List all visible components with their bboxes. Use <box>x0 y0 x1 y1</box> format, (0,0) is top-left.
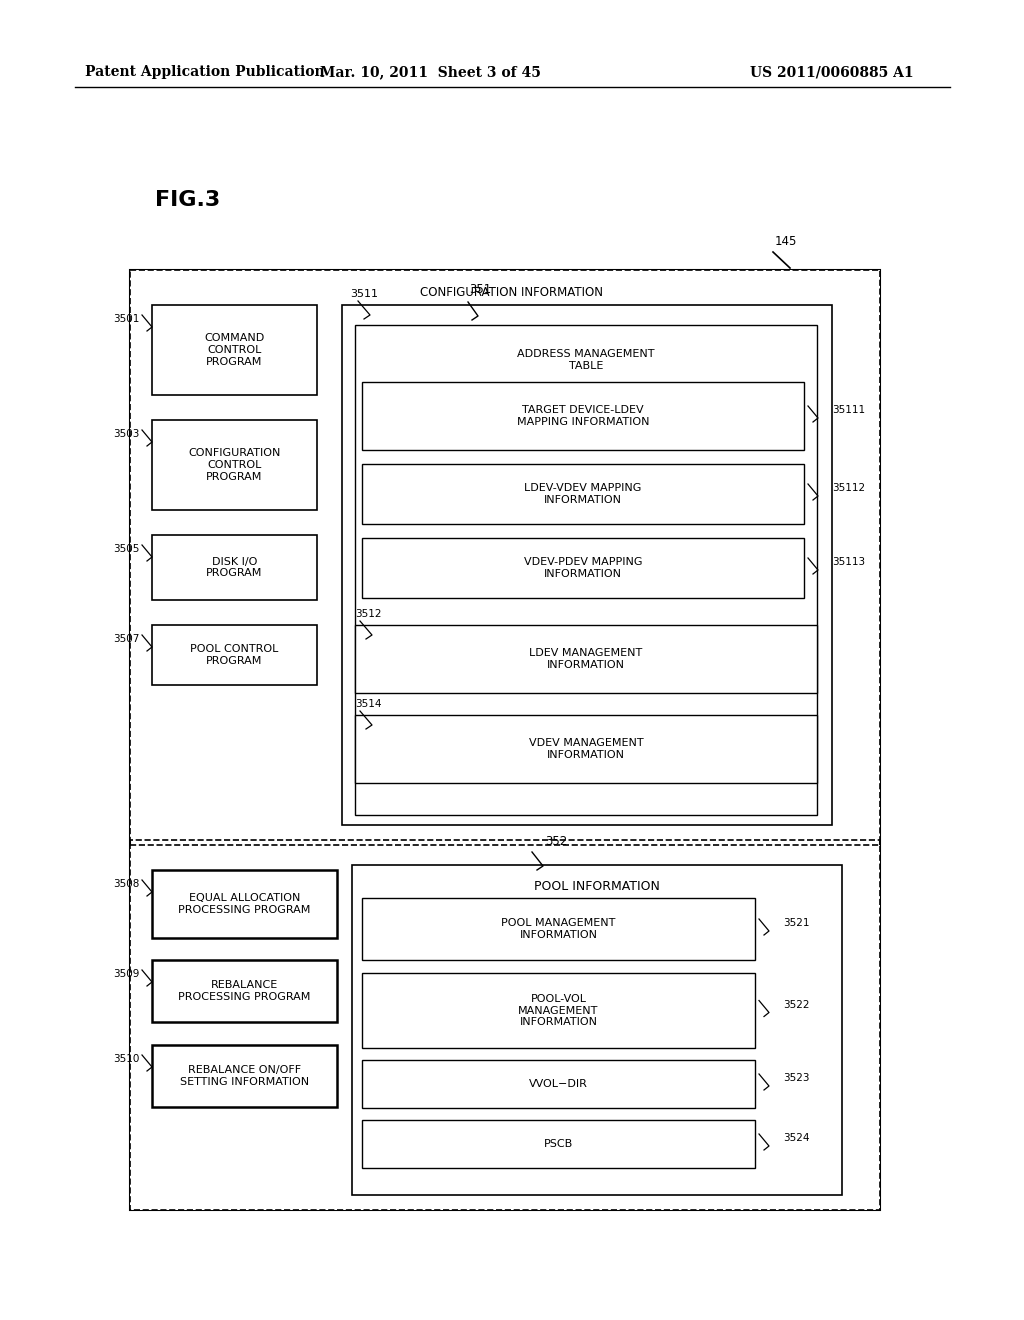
Text: 352: 352 <box>545 836 567 847</box>
Bar <box>152 624 317 685</box>
Bar <box>342 305 831 825</box>
Text: ADDRESS MANAGEMENT
TABLE: ADDRESS MANAGEMENT TABLE <box>517 350 654 371</box>
Bar <box>362 1060 755 1107</box>
Text: US 2011/0060885 A1: US 2011/0060885 A1 <box>750 65 913 79</box>
Text: 3501: 3501 <box>114 314 140 323</box>
Bar <box>355 715 817 783</box>
Text: LDEV MANAGEMENT
INFORMATION: LDEV MANAGEMENT INFORMATION <box>529 648 643 669</box>
Text: EQUAL ALLOCATION
PROCESSING PROGRAM: EQUAL ALLOCATION PROCESSING PROGRAM <box>178 894 310 915</box>
Bar <box>152 960 337 1022</box>
Text: REBALANCE ON/OFF
SETTING INFORMATION: REBALANCE ON/OFF SETTING INFORMATION <box>180 1065 309 1086</box>
Text: POOL CONTROL
PROGRAM: POOL CONTROL PROGRAM <box>190 644 279 665</box>
Bar <box>130 845 880 1210</box>
Bar <box>362 381 804 450</box>
Text: 3511: 3511 <box>350 289 378 300</box>
Text: LDEV-VDEV MAPPING
INFORMATION: LDEV-VDEV MAPPING INFORMATION <box>524 483 642 504</box>
Text: 35111: 35111 <box>831 405 865 414</box>
Text: 351: 351 <box>469 282 492 296</box>
Bar <box>152 420 317 510</box>
Bar <box>152 305 317 395</box>
Text: 3524: 3524 <box>783 1133 810 1143</box>
Text: DISK I/O
PROGRAM: DISK I/O PROGRAM <box>206 557 263 578</box>
Text: CONFIGURATION INFORMATION: CONFIGURATION INFORMATION <box>420 286 603 300</box>
Text: POOL-VOL
MANAGEMENT
INFORMATION: POOL-VOL MANAGEMENT INFORMATION <box>518 994 599 1027</box>
Text: Mar. 10, 2011  Sheet 3 of 45: Mar. 10, 2011 Sheet 3 of 45 <box>319 65 541 79</box>
Text: TARGET DEVICE-LDEV
MAPPING INFORMATION: TARGET DEVICE-LDEV MAPPING INFORMATION <box>517 405 649 426</box>
Bar <box>152 870 337 939</box>
Text: 35113: 35113 <box>831 557 865 568</box>
Text: POOL INFORMATION: POOL INFORMATION <box>535 880 659 894</box>
Bar <box>362 898 755 960</box>
Text: 3510: 3510 <box>114 1053 140 1064</box>
Text: Patent Application Publication: Patent Application Publication <box>85 65 325 79</box>
Text: 3523: 3523 <box>783 1073 810 1082</box>
Text: 145: 145 <box>775 235 798 248</box>
Bar <box>362 539 804 598</box>
Bar <box>355 624 817 693</box>
Text: 3522: 3522 <box>783 999 810 1010</box>
Text: VVOL−DIR: VVOL−DIR <box>529 1078 588 1089</box>
Text: REBALANCE
PROCESSING PROGRAM: REBALANCE PROCESSING PROGRAM <box>178 981 310 1002</box>
Bar <box>152 535 317 601</box>
Text: 3503: 3503 <box>114 429 140 440</box>
Text: 3505: 3505 <box>114 544 140 554</box>
Text: CONFIGURATION
CONTROL
PROGRAM: CONFIGURATION CONTROL PROGRAM <box>188 449 281 482</box>
Text: COMMAND
CONTROL
PROGRAM: COMMAND CONTROL PROGRAM <box>205 334 264 367</box>
Text: 3509: 3509 <box>114 969 140 979</box>
Text: VDEV MANAGEMENT
INFORMATION: VDEV MANAGEMENT INFORMATION <box>528 738 643 760</box>
Bar <box>362 465 804 524</box>
Bar <box>352 865 842 1195</box>
Bar <box>362 1119 755 1168</box>
Text: 3508: 3508 <box>114 879 140 888</box>
Text: 3507: 3507 <box>114 634 140 644</box>
Text: VDEV-PDEV MAPPING
INFORMATION: VDEV-PDEV MAPPING INFORMATION <box>523 557 642 578</box>
Text: 3514: 3514 <box>355 700 382 709</box>
Text: PSCB: PSCB <box>544 1139 573 1148</box>
Text: 35112: 35112 <box>831 483 865 492</box>
Text: 3521: 3521 <box>783 917 810 928</box>
Bar <box>362 973 755 1048</box>
Text: 3512: 3512 <box>355 609 382 619</box>
Bar <box>130 271 880 840</box>
Bar <box>152 1045 337 1107</box>
Text: POOL MANAGEMENT
INFORMATION: POOL MANAGEMENT INFORMATION <box>502 919 615 940</box>
Bar <box>355 325 817 814</box>
Bar <box>130 271 880 1210</box>
Text: FIG.3: FIG.3 <box>155 190 220 210</box>
